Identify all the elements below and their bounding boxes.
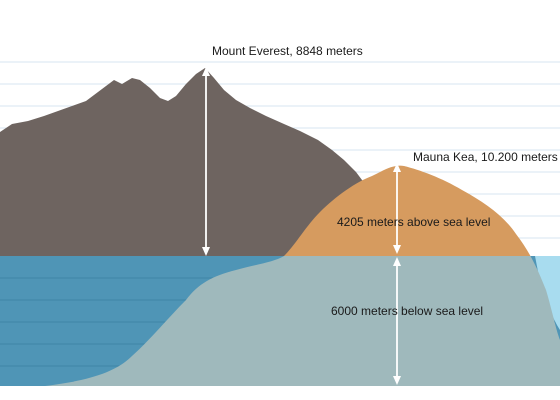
mauna-kea-above-arrow [393, 163, 401, 254]
sea-floor [0, 386, 560, 400]
mauna-kea-above-sea [284, 165, 531, 256]
below-sea-level-label: 6000 meters below sea level [331, 304, 483, 318]
above-sea-level-label: 4205 meters above sea level [337, 215, 490, 229]
everest-height-arrow [202, 67, 210, 256]
mount-everest-silhouette [0, 68, 374, 256]
everest-label: Mount Everest, 8848 meters [212, 44, 363, 58]
shoreline [535, 256, 560, 330]
mauna-kea-below-sea [45, 256, 560, 386]
mauna-kea-below-arrow [393, 257, 401, 385]
mauna-kea-label: Mauna Kea, 10.200 meters [413, 150, 558, 164]
